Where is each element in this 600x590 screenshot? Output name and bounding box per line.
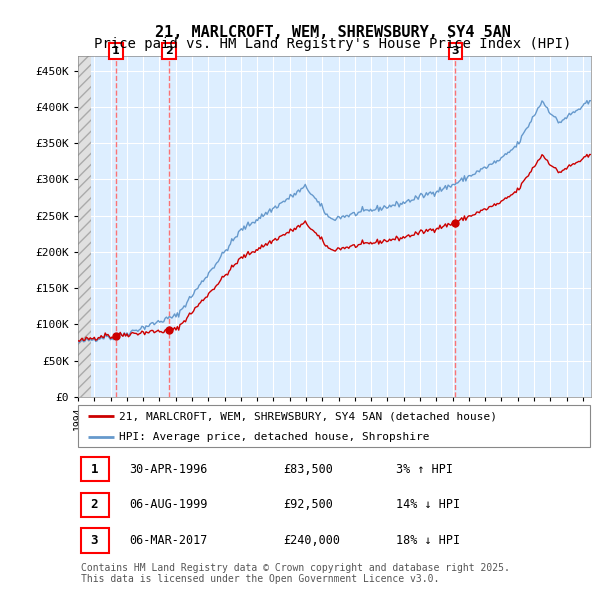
Text: 06-AUG-1999: 06-AUG-1999 (130, 498, 208, 511)
Text: HPI: Average price, detached house, Shropshire: HPI: Average price, detached house, Shro… (119, 432, 430, 442)
Text: 21, MARLCROFT, WEM, SHREWSBURY, SY4 5AN: 21, MARLCROFT, WEM, SHREWSBURY, SY4 5AN (155, 25, 511, 40)
Text: 06-MAR-2017: 06-MAR-2017 (130, 534, 208, 547)
FancyBboxPatch shape (80, 528, 109, 552)
Text: £92,500: £92,500 (283, 498, 333, 511)
Text: 3: 3 (452, 46, 459, 56)
Text: 1: 1 (112, 46, 120, 56)
Text: 30-APR-1996: 30-APR-1996 (130, 463, 208, 476)
FancyBboxPatch shape (80, 457, 109, 481)
Text: 14% ↓ HPI: 14% ↓ HPI (396, 498, 460, 511)
Text: 3: 3 (91, 534, 98, 547)
Text: 18% ↓ HPI: 18% ↓ HPI (396, 534, 460, 547)
Bar (78, 56, 91, 397)
FancyBboxPatch shape (80, 493, 109, 517)
Text: 2: 2 (165, 46, 173, 56)
Text: 1: 1 (91, 463, 98, 476)
Text: 2: 2 (91, 498, 98, 511)
Text: £240,000: £240,000 (283, 534, 340, 547)
Text: 3% ↑ HPI: 3% ↑ HPI (396, 463, 453, 476)
Text: £83,500: £83,500 (283, 463, 333, 476)
Text: Price paid vs. HM Land Registry's House Price Index (HPI): Price paid vs. HM Land Registry's House … (94, 37, 572, 51)
Text: Contains HM Land Registry data © Crown copyright and database right 2025.
This d: Contains HM Land Registry data © Crown c… (80, 563, 509, 584)
FancyBboxPatch shape (78, 405, 590, 447)
Text: 21, MARLCROFT, WEM, SHREWSBURY, SY4 5AN (detached house): 21, MARLCROFT, WEM, SHREWSBURY, SY4 5AN … (119, 411, 497, 421)
